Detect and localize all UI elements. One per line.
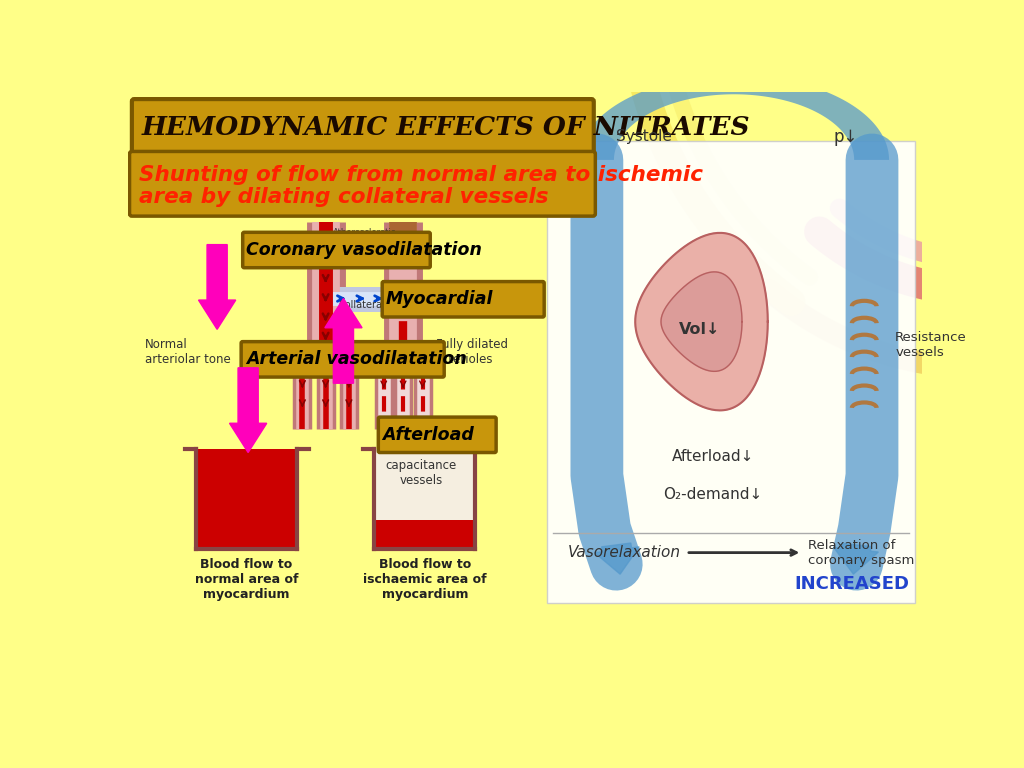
FancyBboxPatch shape [382,282,544,317]
Text: Resistance
vessels: Resistance vessels [895,331,967,359]
Text: HEMODYNAMIC EFFECTS OF NITRATES: HEMODYNAMIC EFFECTS OF NITRATES [142,115,751,140]
FancyBboxPatch shape [547,141,914,603]
FancyBboxPatch shape [241,342,444,377]
FancyBboxPatch shape [378,417,496,452]
FancyArrow shape [834,544,879,574]
Text: Shunting of flow from normal area to ischemic: Shunting of flow from normal area to isc… [139,165,702,185]
FancyBboxPatch shape [375,519,475,549]
FancyBboxPatch shape [197,449,297,549]
Text: Vol↓: Vol↓ [679,322,721,337]
FancyBboxPatch shape [375,449,475,549]
Text: p↓: p↓ [834,127,858,146]
Text: Systole: Systole [616,129,672,144]
FancyArrow shape [325,299,362,383]
FancyArrow shape [229,368,266,452]
Text: Arterial vasodilatation: Arterial vasodilatation [246,350,467,369]
FancyArrow shape [199,245,236,329]
Text: Afterload↓: Afterload↓ [672,449,755,464]
Text: Plaque: Plaque [350,239,379,248]
Polygon shape [662,272,742,372]
Text: INCREASED: INCREASED [795,574,909,593]
Text: Myocardial: Myocardial [386,290,494,308]
FancyArrow shape [595,543,639,574]
Text: Coronary vasodilatation: Coronary vasodilatation [246,241,481,259]
Text: Relaxation of
coronary spasm: Relaxation of coronary spasm [809,538,914,567]
FancyBboxPatch shape [130,151,595,216]
FancyBboxPatch shape [243,232,430,268]
Text: Vasorelaxation: Vasorelaxation [568,545,681,560]
Text: Atherosclerotic: Atherosclerotic [333,228,396,237]
Text: capacitance
vessels: capacitance vessels [385,458,457,487]
Polygon shape [635,233,768,410]
Text: Blood flow to
normal area of
myocardium: Blood flow to normal area of myocardium [195,558,298,601]
Text: Fully dilated
arterioles: Fully dilated arterioles [436,339,509,366]
Text: Collateral: Collateral [339,300,385,310]
FancyBboxPatch shape [132,99,594,156]
Text: Afterload: Afterload [382,425,474,444]
Polygon shape [579,75,889,160]
Text: Blood flow to
ischaemic area of
myocardium: Blood flow to ischaemic area of myocardi… [364,558,486,601]
Text: O₂-demand↓: O₂-demand↓ [664,488,763,502]
Text: Normal
arteriolar tone: Normal arteriolar tone [145,339,230,366]
Text: area by dilating collateral vessels: area by dilating collateral vessels [139,187,548,207]
